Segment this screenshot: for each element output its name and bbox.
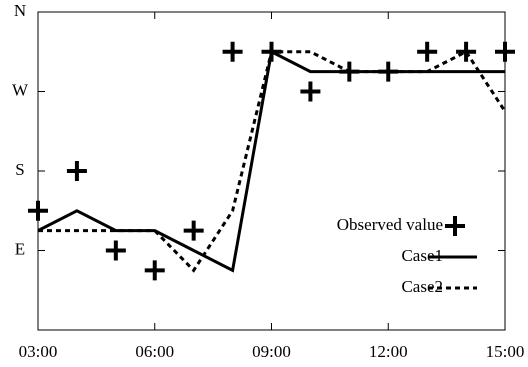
- observed-marker: [456, 41, 477, 62]
- legend-label: Case2: [401, 277, 443, 296]
- legend-label: Observed value: [337, 215, 443, 234]
- observed-marker: [28, 200, 48, 221]
- observed-marker: [183, 220, 204, 241]
- x-tick-label: 12:00: [369, 342, 408, 361]
- y-tick-label: W: [12, 80, 29, 99]
- observed-marker: [222, 41, 243, 62]
- series-line: [37, 49, 505, 273]
- observed-marker: [144, 260, 165, 281]
- observed-marker: [495, 41, 515, 62]
- x-tick-label: 06:00: [135, 342, 174, 361]
- series-line: [38, 49, 507, 273]
- observed-marker: [417, 41, 438, 62]
- legend-label: Case1: [401, 246, 443, 265]
- observed-marker: [300, 81, 321, 102]
- x-tick-label: 03:00: [19, 342, 58, 361]
- observed-marker: [66, 161, 87, 181]
- y-tick-label: N: [14, 1, 26, 20]
- legend-marker: [445, 216, 465, 236]
- y-tick-label: S: [15, 160, 24, 179]
- y-tick-label: E: [15, 239, 25, 258]
- observed-marker: [105, 240, 126, 261]
- x-tick-label: 09:00: [252, 342, 291, 361]
- x-tick-label: 15:00: [486, 342, 525, 361]
